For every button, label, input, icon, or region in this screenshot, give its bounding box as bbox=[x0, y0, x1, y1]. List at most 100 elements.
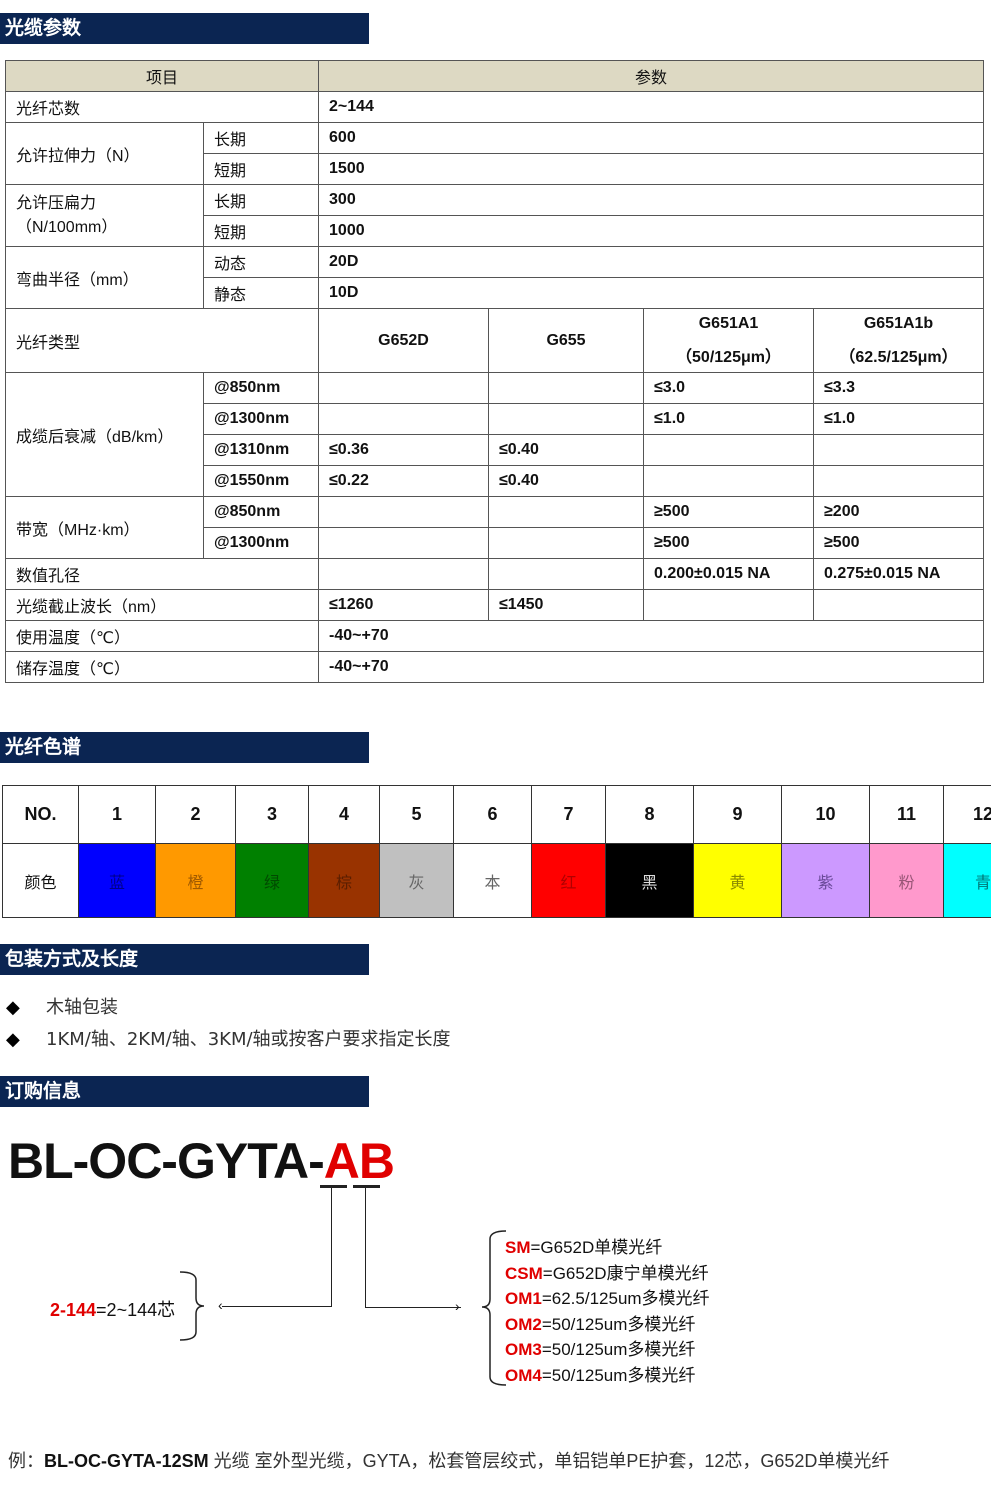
value: ≤3.3 bbox=[813, 372, 985, 404]
value bbox=[643, 589, 815, 621]
label: 光缆截止波长（nm） bbox=[4, 589, 320, 621]
option-code: SM bbox=[505, 1238, 531, 1257]
label: 使用温度（℃） bbox=[4, 620, 320, 652]
value: ≤0.22 bbox=[318, 465, 490, 497]
value: 1000 bbox=[318, 215, 985, 247]
value: 600 bbox=[318, 122, 985, 154]
value bbox=[488, 372, 645, 404]
section-header-packaging: 包装方式及长度 bbox=[0, 944, 369, 975]
diamond-bullet-icon: ◆ bbox=[6, 997, 20, 1018]
arrow-right-icon: › bbox=[455, 1298, 460, 1314]
example-desc: 光缆 室外型光缆，GYTA，松套管层绞式，单铝铠单PE护套，12芯，G652D单… bbox=[208, 1451, 890, 1471]
label: 允许压扁力 （N/100mm） bbox=[5, 184, 204, 247]
wavelength: @850nm bbox=[202, 496, 320, 528]
option-desc: =G652D康宁单模光纤 bbox=[542, 1263, 709, 1283]
model-part-b: B bbox=[358, 1133, 395, 1189]
value bbox=[318, 496, 490, 528]
fiber-option: OM3=50/125um多模光纤 bbox=[505, 1335, 695, 1360]
color-swatch: 本 bbox=[453, 843, 532, 918]
value: ≤0.40 bbox=[488, 434, 645, 466]
value: ≤0.36 bbox=[318, 434, 490, 466]
color-number: 1 bbox=[78, 785, 156, 844]
value bbox=[488, 496, 645, 528]
option-code: OM2 bbox=[505, 1314, 542, 1334]
brace-icon bbox=[481, 1230, 507, 1386]
type: G651A1b （62.5/125μm） bbox=[813, 308, 985, 373]
label: 储存温度（℃） bbox=[4, 651, 320, 683]
value bbox=[813, 465, 985, 497]
value: -40~+70 bbox=[318, 620, 985, 652]
color-swatch: 棕 bbox=[308, 843, 380, 918]
wavelength: @1300nm bbox=[202, 403, 320, 435]
type-name: G652D bbox=[378, 331, 429, 349]
list-item: ◆ 1KM/轴、2KM/轴、3KM/轴或按客户要求指定长度 bbox=[6, 1025, 451, 1057]
color-number: 6 bbox=[453, 785, 532, 844]
value bbox=[488, 403, 645, 435]
option-desc: =G652D单模光纤 bbox=[530, 1238, 663, 1257]
brace-icon bbox=[179, 1271, 205, 1341]
value: 2~144 bbox=[318, 91, 985, 123]
option-desc: =50/125um多模光纤 bbox=[541, 1365, 696, 1385]
color-number: 4 bbox=[308, 785, 380, 844]
option-desc: =50/125um多模光纤 bbox=[541, 1340, 696, 1359]
value bbox=[643, 465, 815, 497]
model-part-a: A bbox=[323, 1133, 360, 1189]
value: 1500 bbox=[318, 153, 985, 185]
arrow-left-icon: ‹ bbox=[218, 1297, 223, 1313]
color-swatch: 青 bbox=[943, 843, 991, 918]
value bbox=[488, 558, 645, 590]
fiber-option: OM2=50/125um多模光纤 bbox=[505, 1310, 695, 1335]
color-swatch: 紫 bbox=[781, 843, 870, 918]
value: ≤1450 bbox=[488, 589, 645, 621]
wavelength: @1300nm bbox=[202, 527, 320, 559]
header-item: 项目 bbox=[4, 60, 320, 92]
label: 动态 bbox=[202, 246, 320, 278]
fiber-option: OM1=62.5/125um多模光纤 bbox=[505, 1284, 710, 1309]
cable-params-table: 项目 参数 光纤芯数 2~144 允许拉伸力（N） 长期 600 短期 1500 允许压扁… bbox=[4, 60, 985, 683]
color-swatch: 灰 bbox=[379, 843, 454, 918]
color-label: 颜色 bbox=[2, 843, 79, 918]
value bbox=[318, 527, 490, 559]
color-swatch: 蓝 bbox=[78, 843, 156, 918]
fiber-option: SM=G652D单模光纤 bbox=[505, 1233, 662, 1258]
value: ≤3.0 bbox=[643, 372, 815, 404]
fiber-option: CSM=G652D康宁单模光纤 bbox=[505, 1259, 709, 1284]
value bbox=[318, 558, 490, 590]
packaging-list: ◆ 木轴包装 ◆ 1KM/轴、2KM/轴、3KM/轴或按客户要求指定长度 bbox=[6, 993, 451, 1057]
model-code: BL-OC-GYTA-AB bbox=[8, 1132, 395, 1190]
label: 短期 bbox=[202, 215, 320, 247]
color-swatch: 黑 bbox=[605, 843, 694, 918]
value: ≥500 bbox=[813, 527, 985, 559]
value bbox=[318, 403, 490, 435]
value bbox=[643, 434, 815, 466]
part-a-desc: 2-144=2~144芯 bbox=[50, 1296, 175, 1322]
type-name: G655 bbox=[546, 331, 586, 349]
value: ≥500 bbox=[643, 527, 815, 559]
part-a-text: =2~144芯 bbox=[96, 1300, 176, 1320]
color-swatch: 橙 bbox=[155, 843, 236, 918]
value: -40~+70 bbox=[318, 651, 985, 683]
wavelength: @1310nm bbox=[202, 434, 320, 466]
example-label: 例： bbox=[8, 1451, 44, 1471]
header-param: 参数 bbox=[318, 60, 985, 92]
section-header-cable-params: 光缆参数 bbox=[0, 13, 369, 44]
value: ≤1.0 bbox=[643, 403, 815, 435]
value: ≤0.40 bbox=[488, 465, 645, 497]
value: 300 bbox=[318, 184, 985, 216]
color-swatch: 绿 bbox=[235, 843, 309, 918]
type: G655 bbox=[488, 308, 645, 373]
color-number: 10 bbox=[781, 785, 870, 844]
label: 短期 bbox=[202, 153, 320, 185]
label: 成缆后衰减（dB/km） bbox=[5, 372, 204, 497]
model-prefix: BL-OC-GYTA- bbox=[8, 1133, 325, 1189]
wavelength: @850nm bbox=[202, 372, 320, 404]
type-name: G651A1b bbox=[863, 314, 934, 332]
option-code: OM1 bbox=[505, 1289, 542, 1308]
value: 10D bbox=[318, 277, 985, 309]
value: 20D bbox=[318, 246, 985, 278]
fiber-color-table: NO. 1 2 3 4 5 6 7 8 9 10 11 12 颜色蓝橙绿棕灰本红黑黄紫粉青 bbox=[2, 785, 991, 918]
option-code: CSM bbox=[505, 1263, 543, 1283]
section-header-ordering: 订购信息 bbox=[0, 1076, 369, 1107]
color-swatch: 红 bbox=[531, 843, 606, 918]
type: G651A1 （50/125μm） bbox=[643, 308, 815, 373]
